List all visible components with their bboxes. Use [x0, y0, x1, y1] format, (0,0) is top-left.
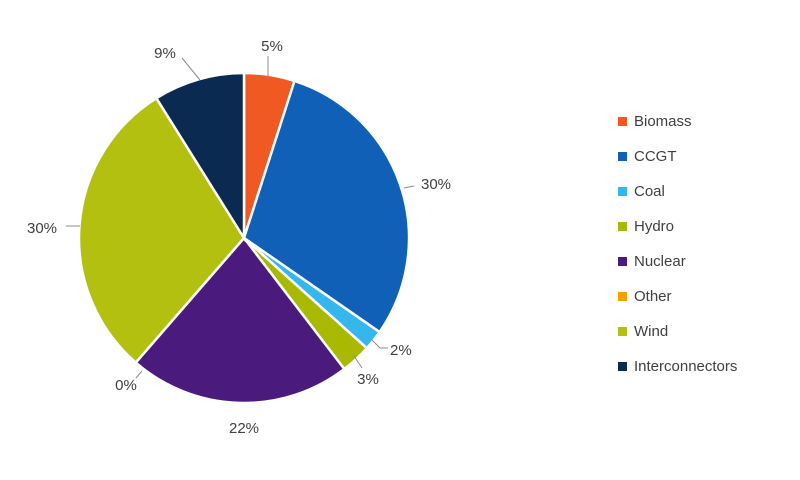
legend-swatch-hydro	[618, 222, 627, 231]
pie-slice-wind	[77, 96, 246, 365]
legend-label-wind: Wind	[634, 323, 669, 340]
data-label-biomass: 5%	[261, 38, 283, 55]
leader-line-interconnectors	[181, 57, 201, 81]
pie-slices	[77, 71, 411, 405]
data-label-hydro: 3%	[357, 371, 379, 388]
legend-swatch-coal	[618, 187, 627, 196]
legend-swatch-ccgt	[618, 152, 627, 161]
legend-item-coal: Coal	[618, 174, 737, 209]
pie-slice-ccgt	[242, 79, 411, 334]
data-label-coal: 2%	[390, 342, 412, 359]
legend-swatch-other	[618, 292, 627, 301]
data-labels: 5% 30% 2% 3% 22% 0% 30% 9%	[27, 38, 451, 437]
legend-item-other: Other	[618, 279, 737, 314]
pie-slice-interconnectors	[154, 71, 246, 243]
legend-item-biomass: Biomass	[618, 104, 737, 139]
legend-item-ccgt: CCGT	[618, 139, 737, 174]
legend-label-other: Other	[634, 288, 672, 305]
leader-lines	[66, 56, 415, 379]
data-label-nuclear: 22%	[229, 420, 259, 437]
legend-item-wind: Wind	[618, 314, 737, 349]
leader-line-hydro	[353, 355, 363, 369]
pie-slice-nuclear	[134, 236, 347, 405]
data-label-wind: 30%	[27, 220, 57, 237]
legend-swatch-nuclear	[618, 257, 627, 266]
legend-swatch-wind	[618, 327, 627, 336]
legend-swatch-biomass	[618, 117, 627, 126]
legend-item-hydro: Hydro	[618, 209, 737, 244]
legend-label-ccgt: CCGT	[634, 148, 677, 165]
legend-swatch-interconnectors	[618, 362, 627, 371]
leader-line-other	[135, 370, 143, 379]
legend-label-hydro: Hydro	[634, 218, 675, 235]
data-label-other: 0%	[115, 377, 137, 394]
legend-label-interconnectors: Interconnectors	[634, 358, 738, 375]
leader-line-ccgt	[403, 185, 415, 189]
legend-item-interconnectors: Interconnectors	[618, 349, 737, 384]
legend-label-coal: Coal	[634, 183, 665, 200]
data-label-interconnectors: 9%	[154, 45, 176, 62]
legend-label-biomass: Biomass	[634, 113, 692, 130]
data-label-ccgt: 30%	[421, 176, 451, 193]
legend-item-nuclear: Nuclear	[618, 244, 737, 279]
legend: Biomass CCGT Coal Hydro Nuclear Other Wind Inte…	[618, 104, 737, 384]
legend-label-nuclear: Nuclear	[634, 253, 686, 270]
leader-line-coal	[371, 339, 388, 349]
